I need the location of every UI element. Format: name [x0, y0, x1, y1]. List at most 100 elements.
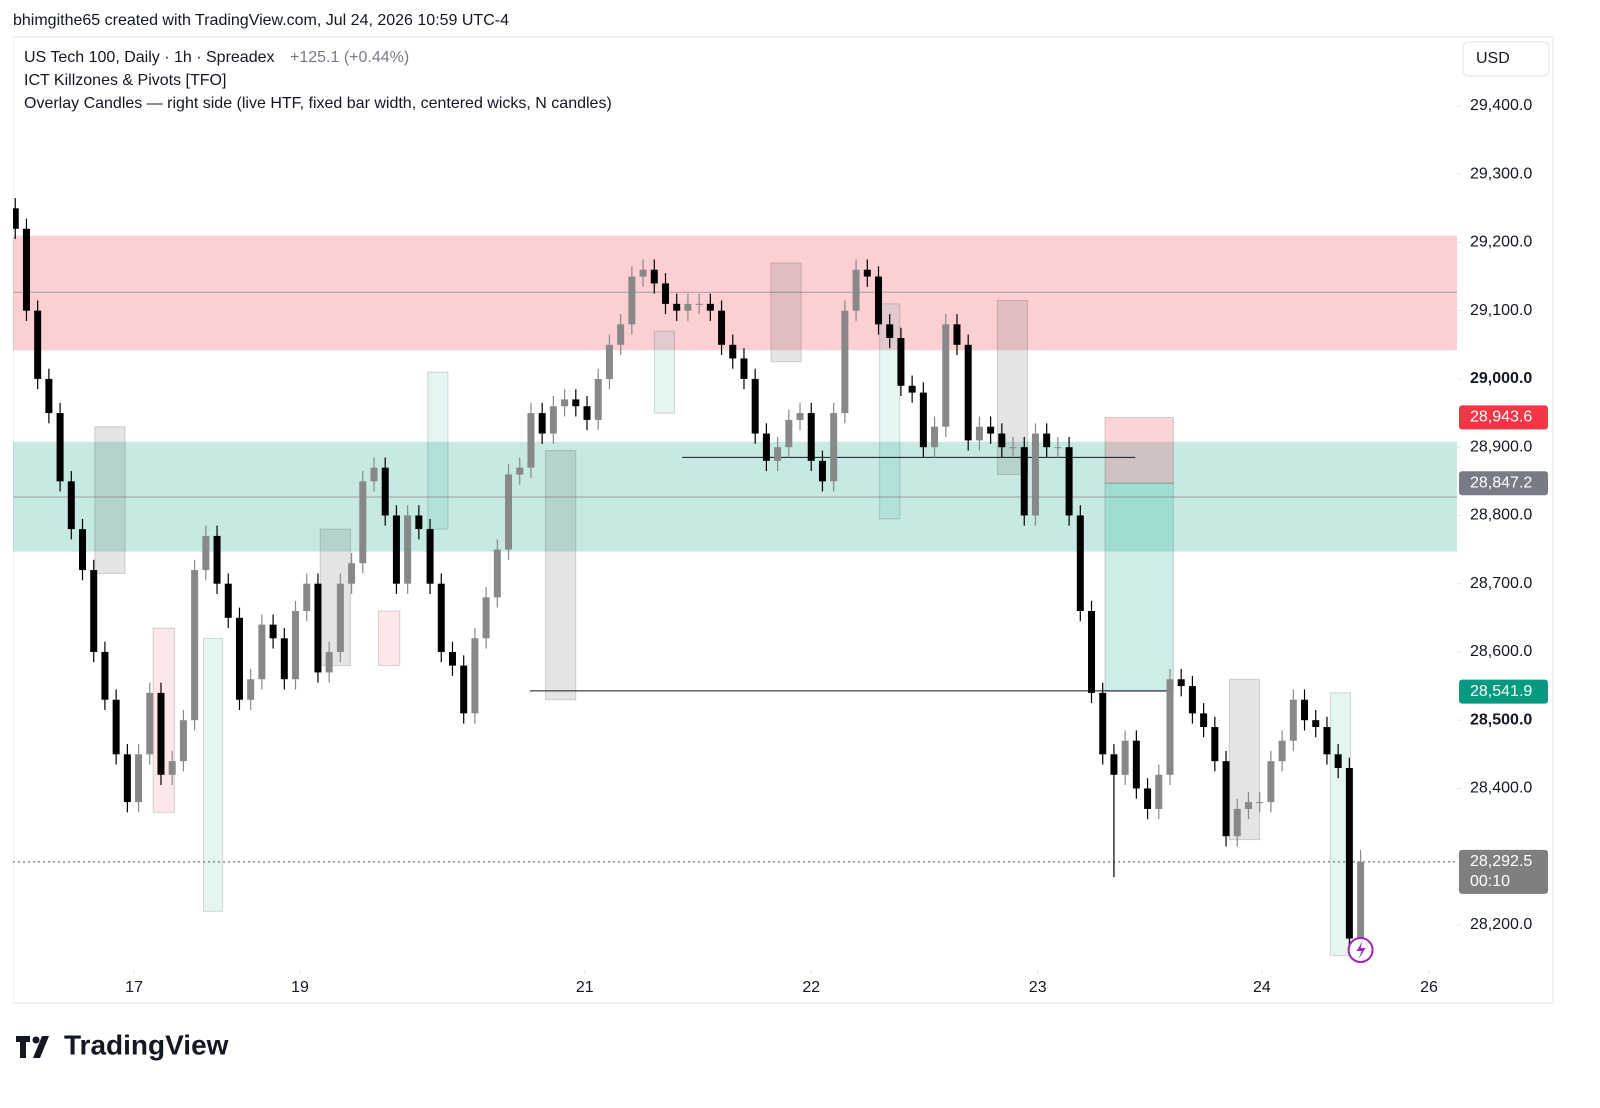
- candle-body: [583, 406, 591, 420]
- candle-body: [415, 515, 423, 530]
- candle-body: [706, 303, 714, 311]
- candle-body: [942, 324, 950, 427]
- candle-body: [684, 303, 692, 311]
- price-tag-label: 28,943.6: [1470, 409, 1532, 426]
- y-tick-label: 28,600.0: [1470, 643, 1532, 660]
- candle-body: [191, 570, 199, 721]
- candle-body: [1177, 679, 1185, 687]
- candle-body: [762, 433, 770, 461]
- candle-body: [269, 624, 277, 639]
- overlay-box: [319, 528, 351, 667]
- overlay-box: [653, 330, 675, 414]
- candle-body: [830, 413, 838, 482]
- candle-body: [673, 303, 681, 311]
- candle-body: [292, 610, 300, 680]
- candle-body: [303, 583, 311, 611]
- candle-body: [202, 535, 210, 571]
- candle-body: [213, 535, 221, 584]
- price-tag: [1459, 679, 1548, 704]
- candle-body: [146, 692, 154, 755]
- candle-body: [718, 310, 726, 345]
- mask: [0, 0, 13, 1108]
- candle-body: [157, 692, 165, 775]
- candle-body: [79, 529, 87, 571]
- candle-body: [1031, 433, 1039, 516]
- currency-button[interactable]: [1462, 41, 1550, 77]
- price-tag-label: 28,541.9: [1470, 683, 1532, 700]
- candle-body: [168, 761, 176, 775]
- candle-body: [628, 276, 636, 325]
- logo: [16, 1036, 49, 1058]
- y-tick-label: 28,500.0: [1470, 711, 1532, 728]
- candle-body: [987, 426, 995, 434]
- candle-body: [235, 617, 243, 700]
- overlay-box: [545, 450, 577, 701]
- candle-body: [572, 399, 580, 407]
- candle-body: [482, 597, 490, 639]
- candle-body: [505, 474, 513, 550]
- candle-body: [1200, 713, 1208, 728]
- last-price-label: 28,292.5: [1470, 853, 1532, 870]
- candle-body: [336, 583, 344, 652]
- x-tick-label: 17: [125, 979, 143, 996]
- candle-body: [908, 385, 916, 393]
- candle-body: [863, 269, 871, 277]
- candle-body: [493, 549, 501, 598]
- currency[interactable]: USD: [1476, 50, 1510, 67]
- candle-body: [426, 529, 434, 584]
- candle-body: [247, 679, 255, 700]
- candle-body: [1233, 808, 1241, 837]
- candle-body: [841, 310, 849, 414]
- candle-body: [1166, 679, 1174, 775]
- candle-body: [1054, 447, 1062, 449]
- candle-body: [325, 651, 333, 673]
- candle-body: [931, 426, 939, 448]
- x-tick-label: 21: [576, 979, 594, 996]
- candle-body: [1020, 447, 1028, 516]
- candle-body: [1222, 761, 1230, 837]
- candle-body: [404, 515, 412, 584]
- candle-body: [1110, 754, 1118, 775]
- candle-body: [650, 269, 658, 284]
- brand: TradingView: [64, 1029, 229, 1060]
- alert-bolt: [1356, 941, 1366, 959]
- y-tick-label: 29,100.0: [1470, 302, 1532, 319]
- candle-body: [785, 419, 793, 448]
- candle-body: [1357, 861, 1365, 939]
- candle-body: [1244, 802, 1252, 809]
- candle-body: [179, 720, 187, 762]
- candle-body: [22, 228, 30, 311]
- overlay-box: [203, 637, 224, 912]
- y-tick-label: 28,900.0: [1470, 438, 1532, 455]
- candle-body: [392, 515, 400, 584]
- price-tag-label: 28,847.2: [1470, 474, 1532, 491]
- candle-body: [594, 378, 602, 420]
- x-tick-label: 24: [1253, 979, 1271, 996]
- candle-body: [1211, 727, 1219, 762]
- candle-body: [617, 324, 625, 345]
- candle-body: [561, 399, 569, 407]
- indicator: Overlay Candles — right side (live HTF, …: [24, 95, 612, 112]
- candle-body: [1144, 788, 1152, 809]
- candle-body: [1345, 767, 1353, 939]
- overlay-box: [770, 262, 802, 363]
- candle-body: [538, 413, 546, 434]
- candle-body: [224, 583, 232, 618]
- candle-body: [1188, 686, 1196, 714]
- candle-body: [796, 413, 804, 420]
- price-tag: [1459, 405, 1548, 430]
- y-tick-label: 28,400.0: [1470, 780, 1532, 797]
- candle-body: [729, 344, 737, 359]
- overlay-box: [427, 371, 449, 530]
- candle-body: [359, 481, 367, 564]
- candle-body: [1121, 740, 1129, 775]
- candle-body: [67, 481, 75, 530]
- candle-body: [639, 269, 647, 277]
- plot: [11, 198, 1457, 957]
- overlay-box: [377, 610, 401, 667]
- candle-body: [45, 378, 53, 414]
- candle-body: [1155, 774, 1163, 809]
- candle-body: [605, 344, 613, 379]
- candle-body: [740, 358, 748, 379]
